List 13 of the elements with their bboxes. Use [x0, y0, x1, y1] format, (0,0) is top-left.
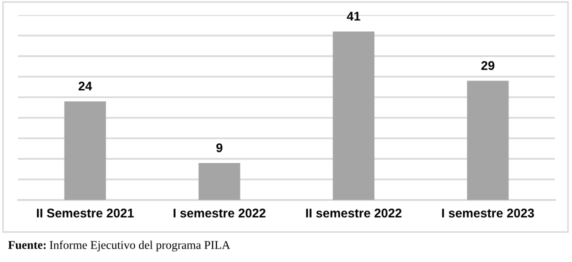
- x-tick-label: I semestre 2023: [442, 208, 534, 218]
- data-label: 9: [216, 143, 222, 152]
- x-tick-label: II Semestre 2021: [36, 208, 134, 218]
- source-note: Fuente: Informe Ejecutivo del programa PILA: [8, 240, 230, 252]
- bar: [467, 80, 509, 200]
- data-label: 24: [78, 82, 92, 90]
- bar: [198, 163, 240, 200]
- x-tick-label: II semestre 2022: [306, 208, 402, 218]
- data-label: 41: [346, 12, 360, 21]
- bar: [64, 101, 106, 200]
- data-label: 29: [481, 61, 494, 70]
- bar: [332, 31, 374, 200]
- x-tick-label: I semestre 2022: [174, 208, 266, 218]
